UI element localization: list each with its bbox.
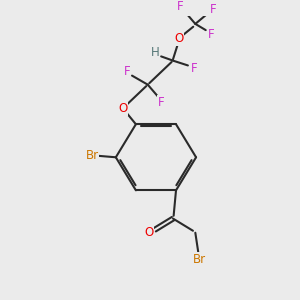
Text: F: F [158, 96, 164, 109]
Text: F: F [124, 64, 131, 78]
Text: O: O [118, 102, 127, 115]
Text: O: O [144, 226, 153, 239]
Text: O: O [174, 32, 184, 45]
Text: H: H [151, 46, 160, 59]
Text: F: F [190, 62, 197, 75]
Text: F: F [208, 28, 214, 41]
Text: Br: Br [193, 253, 206, 266]
Text: F: F [210, 3, 217, 16]
Text: Br: Br [85, 149, 99, 162]
Text: F: F [177, 0, 184, 13]
